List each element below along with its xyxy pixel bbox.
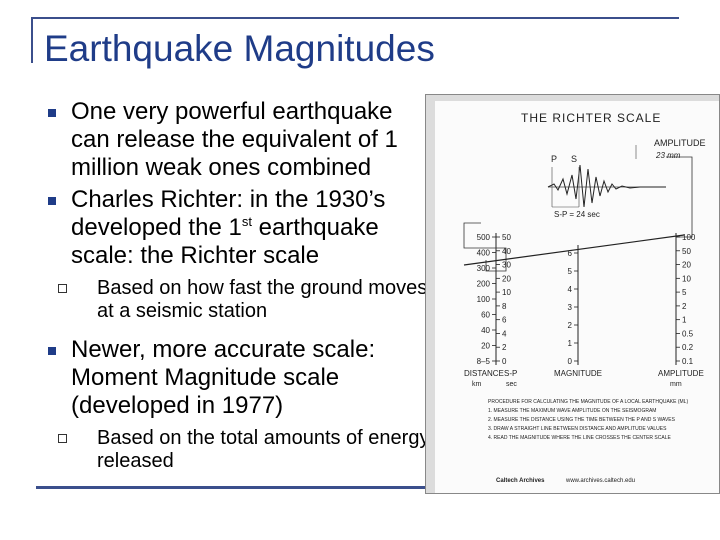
figure-caption: PROCEDURE FOR CALCULATING THE MAGNITUDE … [488, 399, 688, 441]
amplitude-heading: AMPLITUDE [654, 138, 706, 148]
amplitude-axis-label: AMPLITUDE [658, 369, 704, 378]
bullet-text: Newer, more accurate scale: Moment Magni… [71, 336, 376, 419]
sp-tick-label: 8 [502, 302, 507, 311]
bullet-text-part: Charles Richter: in the 1930’s developed… [71, 186, 386, 241]
magnitude-tick-label: 1 [568, 339, 573, 348]
sub-bullet-text: Based on how fast the ground moves at a … [97, 277, 428, 322]
magnitude-tick-label: 2 [568, 321, 573, 330]
distance-tick-group: 500 400 300 200 100 60 40 20 8–5 [477, 233, 496, 366]
bullet-text: One very powerful earthquake can release… [71, 98, 398, 181]
slide-title: Earthquake Magnitudes [44, 28, 435, 69]
amplitude-value: 23 mm [655, 151, 681, 160]
amplitude-tick-label: 100 [682, 233, 696, 242]
sub-bullet-item: Based on how fast the ground moves at a … [44, 277, 434, 323]
distance-axis-label: DISTANCE [464, 369, 504, 378]
distance-tick-label: 400 [477, 249, 491, 258]
distance-tick-label: 60 [481, 311, 490, 320]
square-bullet-icon [48, 109, 56, 117]
distance-tick-label: 500 [477, 233, 491, 242]
credit-left: Caltech Archives [496, 478, 545, 484]
distance-unit: km [472, 381, 482, 388]
bullet-item: One very powerful earthquake can release… [44, 98, 434, 182]
caption-line: 4. READ THE MAGNITUDE WHERE THE LINE CRO… [488, 435, 671, 441]
distance-tick-label: 300 [477, 264, 491, 273]
magnitude-tick-label: 6 [568, 249, 573, 258]
p-wave-label: P [551, 154, 557, 164]
amplitude-tick-label: 0.5 [682, 329, 694, 338]
sp-tick-label: 0 [502, 357, 507, 366]
amplitude-tick-label: 50 [682, 247, 691, 256]
bullet-text: Charles Richter: in the 1930’s developed… [71, 186, 385, 269]
figure-heading: THE RICHTER SCALE [521, 111, 661, 125]
magnitude-tick-label: 5 [568, 267, 573, 276]
amplitude-tick-label: 10 [682, 274, 691, 283]
amplitude-tick-group: 100 50 20 10 5 2 1 0.5 0.2 0.1 [676, 233, 696, 366]
figure-paper [435, 101, 719, 493]
bullet-text-part: earthquake scale: the Richter scale [71, 214, 379, 269]
amplitude-unit: mm [670, 381, 682, 388]
frame-line-top [31, 17, 679, 19]
frame-line-bottom [36, 486, 426, 489]
sp-annotation: S-P = 24 sec [554, 210, 600, 219]
bullet-item: Charles Richter: in the 1930’s developed… [44, 186, 434, 270]
hollow-square-bullet-icon [58, 434, 67, 443]
caption-line: PROCEDURE FOR CALCULATING THE MAGNITUDE … [488, 399, 688, 405]
frame-line-left [31, 17, 33, 63]
example-reading-line [463, 234, 685, 266]
amplitude-tick-label: 5 [682, 288, 687, 297]
distance-tick-label: 100 [477, 295, 491, 304]
sp-axis-label: S-P [504, 369, 517, 378]
sp-tick-label: 2 [502, 343, 507, 352]
seismogram-trace [547, 164, 666, 208]
distance-tick-label: 200 [477, 280, 491, 289]
sub-bullet-item: Based on the total amounts of energy rel… [44, 427, 434, 473]
credit-right: www.archives.caltech.edu [565, 478, 635, 484]
caption-line: 1. MEASURE THE MAXIMUM WAVE AMPLITUDE ON… [488, 408, 656, 414]
distance-tick-label: 40 [481, 326, 490, 335]
amplitude-tick-label: 2 [682, 302, 687, 311]
superscript: st [241, 214, 252, 229]
magnitude-tick-label: 4 [568, 285, 573, 294]
amplitude-tick-label: 0.1 [682, 357, 694, 366]
sp-tick-label: 30 [502, 261, 511, 270]
square-bullet-icon [48, 197, 56, 205]
richter-nomogram: THE RICHTER SCALE AMPLITUDE 23 mm P S S-… [463, 111, 706, 484]
bullet-item: Newer, more accurate scale: Moment Magni… [44, 336, 434, 420]
magnitude-tick-label: 3 [568, 303, 573, 312]
magnitude-tick-group: 6 5 4 3 2 1 0 [568, 249, 578, 366]
hollow-square-bullet-icon [58, 284, 67, 293]
magnitude-tick-label: 0 [568, 357, 573, 366]
amplitude-tick-label: 20 [682, 261, 691, 270]
s-wave-label: S [571, 154, 577, 164]
bullet-list: One very powerful earthquake can release… [44, 98, 434, 486]
bracket-line-right [666, 156, 693, 238]
caption-line: 2. MEASURE THE DISTANCE USING THE TIME B… [488, 417, 676, 423]
distance-tick-label: 8–5 [477, 357, 491, 366]
bracket-line-left [463, 222, 507, 272]
caption-line: 3. DRAW A STRAIGHT LINE BETWEEN DISTANCE… [488, 426, 667, 432]
sp-tick-label: 6 [502, 316, 507, 325]
magnitude-axis-label: MAGNITUDE [554, 369, 602, 378]
richter-scale-figure: THE RICHTER SCALE AMPLITUDE 23 mm P S S-… [425, 94, 720, 494]
amplitude-tick-label: 1 [682, 316, 687, 325]
amplitude-tick-label: 0.2 [682, 343, 694, 352]
square-bullet-icon [48, 347, 56, 355]
sp-tick-label: 50 [502, 233, 511, 242]
sub-bullet-text: Based on the total amounts of energy rel… [97, 427, 430, 472]
sp-tick-label: 4 [502, 329, 507, 338]
sp-unit: sec [506, 381, 517, 388]
distance-tick-label: 20 [481, 342, 490, 351]
sp-tick-label: 40 [502, 247, 511, 256]
sp-tick-label: 10 [502, 288, 511, 297]
sp-tick-label: 20 [502, 274, 511, 283]
